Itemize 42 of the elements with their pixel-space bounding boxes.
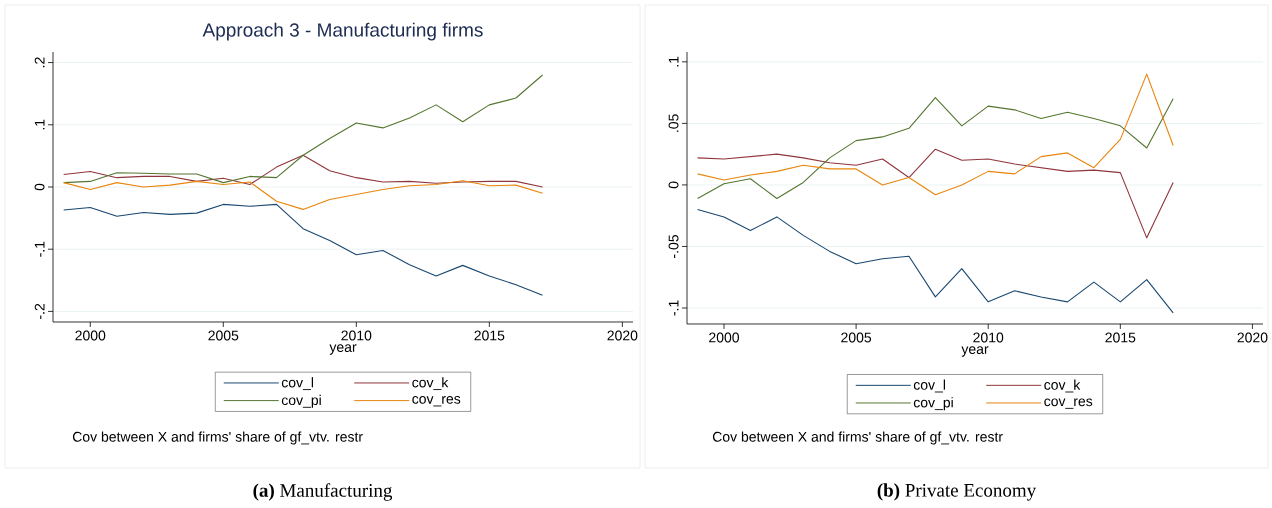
text: Cov between X and firms' share of gf_vtv. restr bbox=[712, 431, 1003, 445]
line-series bbox=[63, 180, 544, 210]
x-tick-label: 2005 bbox=[208, 330, 239, 341]
x-axis-title: year bbox=[961, 346, 989, 357]
legend-label: cov_k bbox=[412, 377, 449, 391]
text: Cov between X and firms' share of gf_vtv. restr bbox=[72, 431, 363, 445]
line-series bbox=[697, 73, 1174, 196]
x-tick-label: 2010 bbox=[341, 330, 372, 341]
x-axis-title: year bbox=[329, 344, 357, 355]
y-tick-label: .1 bbox=[34, 119, 45, 130]
x-tick-label: 2020 bbox=[1237, 332, 1268, 343]
text: (b) Private Economy bbox=[877, 483, 1037, 501]
legend-label: cov_res bbox=[412, 396, 461, 407]
legend-label: cov_pi bbox=[281, 394, 321, 408]
legend-label: cov_k bbox=[1044, 379, 1081, 393]
legend-label: cov_pi bbox=[913, 397, 953, 411]
line-series bbox=[697, 96, 1174, 200]
text: (a) Manufacturing bbox=[253, 483, 393, 501]
line-series bbox=[63, 154, 544, 188]
x-tick-label: 2015 bbox=[474, 330, 505, 341]
legend-label: cov_res bbox=[1044, 398, 1093, 409]
y-tick-label: .1 bbox=[668, 56, 679, 67]
line-series bbox=[63, 203, 544, 296]
y-tick-label: -.1 bbox=[34, 241, 45, 257]
y-tick-label: .2 bbox=[34, 57, 45, 68]
y-tick-label: -.2 bbox=[34, 303, 45, 319]
y-tick-label: -.1 bbox=[668, 300, 679, 316]
line-series bbox=[63, 74, 544, 184]
y-tick-label: -.05 bbox=[668, 234, 679, 258]
y-tick-label: .05 bbox=[668, 114, 679, 132]
x-tick-label: 2010 bbox=[973, 332, 1004, 343]
line-series bbox=[697, 208, 1174, 314]
legend-label: cov_l bbox=[281, 377, 314, 391]
x-tick-label: 2000 bbox=[709, 332, 740, 343]
x-tick-label: 2005 bbox=[841, 332, 872, 343]
y-tick-label: 0 bbox=[668, 181, 679, 189]
x-tick-label: 2015 bbox=[1105, 332, 1136, 343]
x-tick-label: 2000 bbox=[75, 330, 106, 341]
x-tick-label: 2020 bbox=[607, 330, 638, 341]
legend-label: cov_l bbox=[913, 379, 945, 393]
y-tick-label: 0 bbox=[34, 183, 45, 191]
chart-title: Approach 3 - Manufacturing firms bbox=[202, 22, 483, 41]
